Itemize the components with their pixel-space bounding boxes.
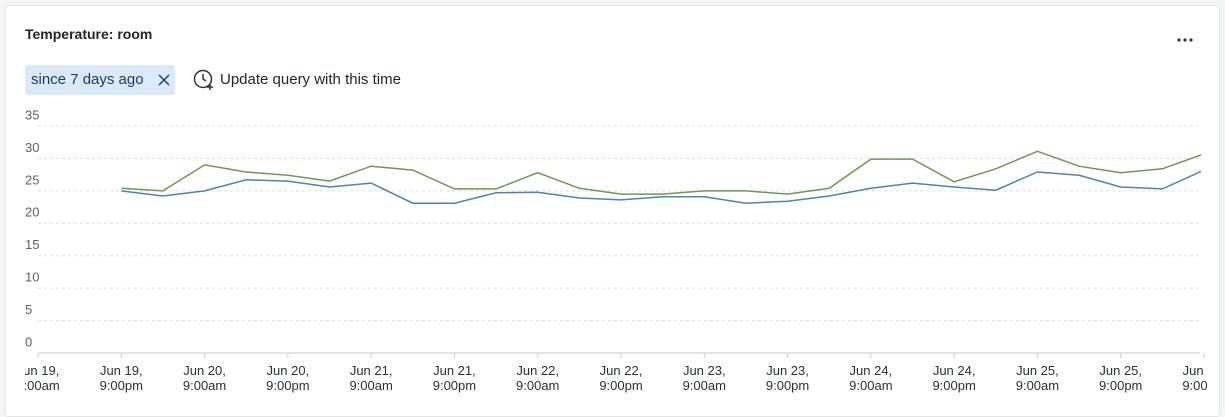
y-tick-label: 5 [25,302,32,317]
y-tick-label: 20 [25,205,39,220]
chip-text: since 7 days ago [31,71,144,88]
x-tick-label: Jun 25, 9:00am [1015,363,1060,393]
x-tick-label: Jun 20, 9:00pm [266,363,310,393]
x-tick-label: Jun 23, 9:00pm [765,363,810,393]
x-tick-label: Jun 20, 9:00am [182,363,227,393]
x-tick-label: Jun 21, 9:00am [349,363,393,393]
action-text: Update query with this time [220,71,401,88]
chart-title: Temperature: room [25,26,153,42]
y-tick-label: 25 [25,172,39,187]
chart-card [5,5,1220,417]
y-tick-label: 0 [25,334,32,349]
chip-remove[interactable] [158,74,170,86]
y-tick-label: 35 [25,107,39,122]
x-axis: Jun 19, 9:00am Jun 19, 9:00pm Jun 20, 9:00… [25,363,1207,403]
page: Temperature: room since 7 days ago Updat… [5,5,1220,417]
chart: 0 5 10 15 20 25 30 35 [25,107,1205,358]
y-tick-label: 10 [25,270,39,285]
x-tick-label: Jun 24, 9:00pm [932,363,976,393]
x-tick-label: Jun 19, 9:00pm [99,363,143,393]
clock-icon [193,69,213,90]
x-tick-label: Jun 22, 9:00am [516,363,560,393]
y-tick-label: 30 [25,140,39,155]
more-menu[interactable] [1176,35,1196,45]
series-line [121,150,1201,195]
x-tick-label: Jun 24, 9:00am [849,363,893,393]
x-tick-label: Jun 25, 9:00pm [1099,363,1143,393]
filter-chip[interactable]: since 7 days ago [25,65,175,95]
x-tick-label: Jun 21, 9:00pm [432,363,477,393]
x-tick-label: Jun 19, 9:00am [25,363,60,393]
x-tick-label: Jun 23, 9:00am [682,363,726,393]
series-line [121,170,1201,204]
x-tick-label: Jun 22, 9:00pm [599,363,643,393]
y-tick-label: 15 [25,237,39,252]
x-tick-label: Jun 26, 9:00am [1182,363,1207,393]
